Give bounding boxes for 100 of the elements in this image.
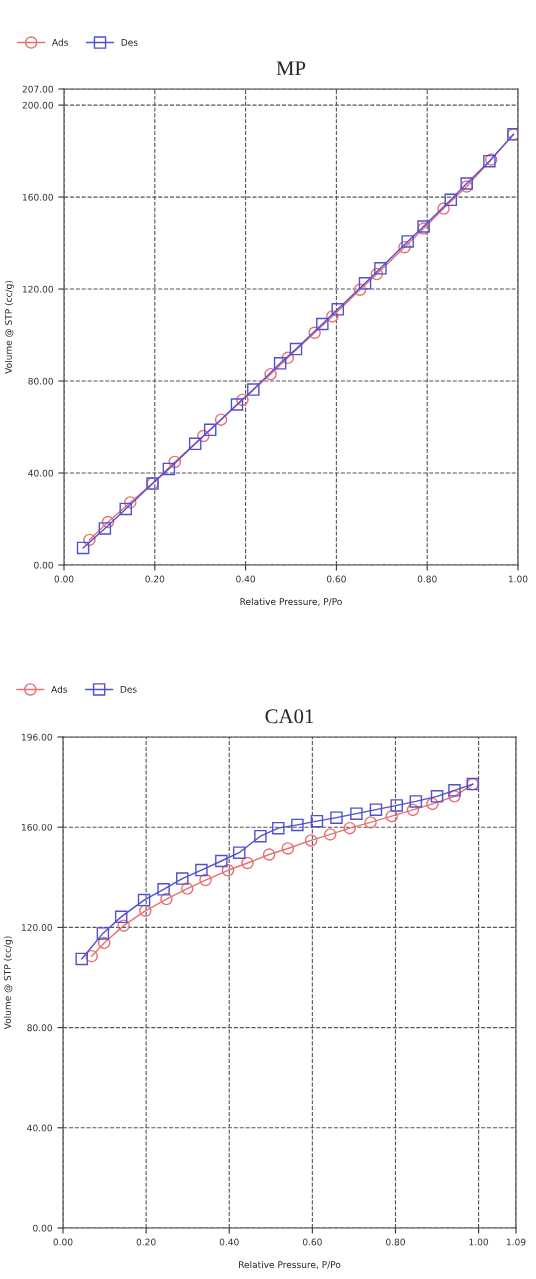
point [350,807,363,820]
x-tick-label: 0.60 [302,1238,322,1246]
point [124,496,137,509]
point [374,262,387,275]
point [281,842,295,855]
y-tick-label: 120.00 [21,924,52,931]
point [358,277,372,290]
chart-title: MP [276,61,306,76]
point [289,342,303,356]
point [247,383,260,396]
y-tick-label: 200.00 [22,101,53,109]
point [199,873,212,887]
y-tick-label: 40.00 [27,1124,52,1132]
x-tick-label: 0.00 [54,575,74,583]
x-tick-label: 0.60 [326,575,346,583]
point [139,904,152,918]
point [444,193,458,207]
point [353,283,367,296]
point [157,883,170,896]
point [272,821,285,835]
legend-label: Des [121,39,138,46]
point [188,437,202,451]
point [232,846,246,859]
point [323,828,337,841]
point [437,202,450,215]
x-tick-label: 1.00 [508,575,528,583]
x-tick-label: 0.80 [417,575,437,583]
y-tick-label: 0.00 [34,561,53,569]
point [117,919,130,932]
point [176,872,189,885]
point [236,393,249,407]
point [197,429,210,443]
legend-label: Ads [52,38,68,46]
point [343,821,357,835]
point [119,502,132,516]
point [168,455,182,469]
point [448,790,461,803]
point [331,303,345,316]
y-tick-label: 80.00 [27,1024,52,1032]
point [398,240,411,254]
y-tick-label: 196.00 [21,733,52,741]
y-tick-label: 160.00 [22,193,53,201]
point [230,398,244,411]
point [83,533,96,547]
point [96,927,110,940]
point [304,834,318,847]
x-axis-title: Relative Pressure, P/Po [239,1261,341,1269]
point [203,423,217,437]
x-tick-label: 0.20 [136,1238,156,1246]
point [401,235,414,248]
point [426,797,439,811]
point [430,790,444,803]
x-tick-label: 0.00 [53,1238,73,1246]
point [390,799,403,812]
point [101,515,115,529]
point [448,784,461,797]
legend-label: Ads [51,685,68,693]
point [310,814,324,828]
point [215,854,228,868]
x-tick-label: 0.40 [236,575,256,583]
x-tick-label: 0.80 [386,1238,405,1246]
y-axis-title: Volume @ STP (cc/g) [4,280,14,374]
point [241,856,254,870]
point [264,367,277,381]
point [281,351,295,365]
point [160,892,173,906]
point [76,541,90,555]
point [75,952,88,966]
point [406,803,420,817]
x-tick-label: 1.09 [506,1238,526,1246]
point [254,829,267,843]
x-tick-label: 0.20 [145,575,165,583]
x-tick-label: 0.40 [219,1238,239,1246]
point [326,310,339,323]
x-axis-title: Relative Pressure, P/Po [240,598,342,606]
x-tick-label: 1.00 [469,1238,489,1246]
point [409,795,423,808]
point [316,317,329,331]
y-axis-title: Volume @ STP (cc/g) [3,936,13,1030]
point [273,357,287,370]
point [97,936,111,950]
point [98,522,112,535]
point [330,811,343,824]
point [221,864,235,877]
point [85,949,98,963]
point [137,893,151,907]
point [364,816,377,829]
point [262,848,276,861]
point [162,462,176,476]
y-tick-label: 120.00 [22,285,53,293]
y-tick-label: 160.00 [21,823,52,831]
point [181,882,194,895]
point [114,910,128,924]
y-tick-label: 0.00 [33,1224,52,1232]
chart-title: CA01 [265,709,314,724]
y-tick-label: 80.00 [28,377,53,385]
point [195,863,208,877]
point [214,413,228,426]
y-tick-label: 40.00 [28,469,53,477]
point [291,818,304,832]
